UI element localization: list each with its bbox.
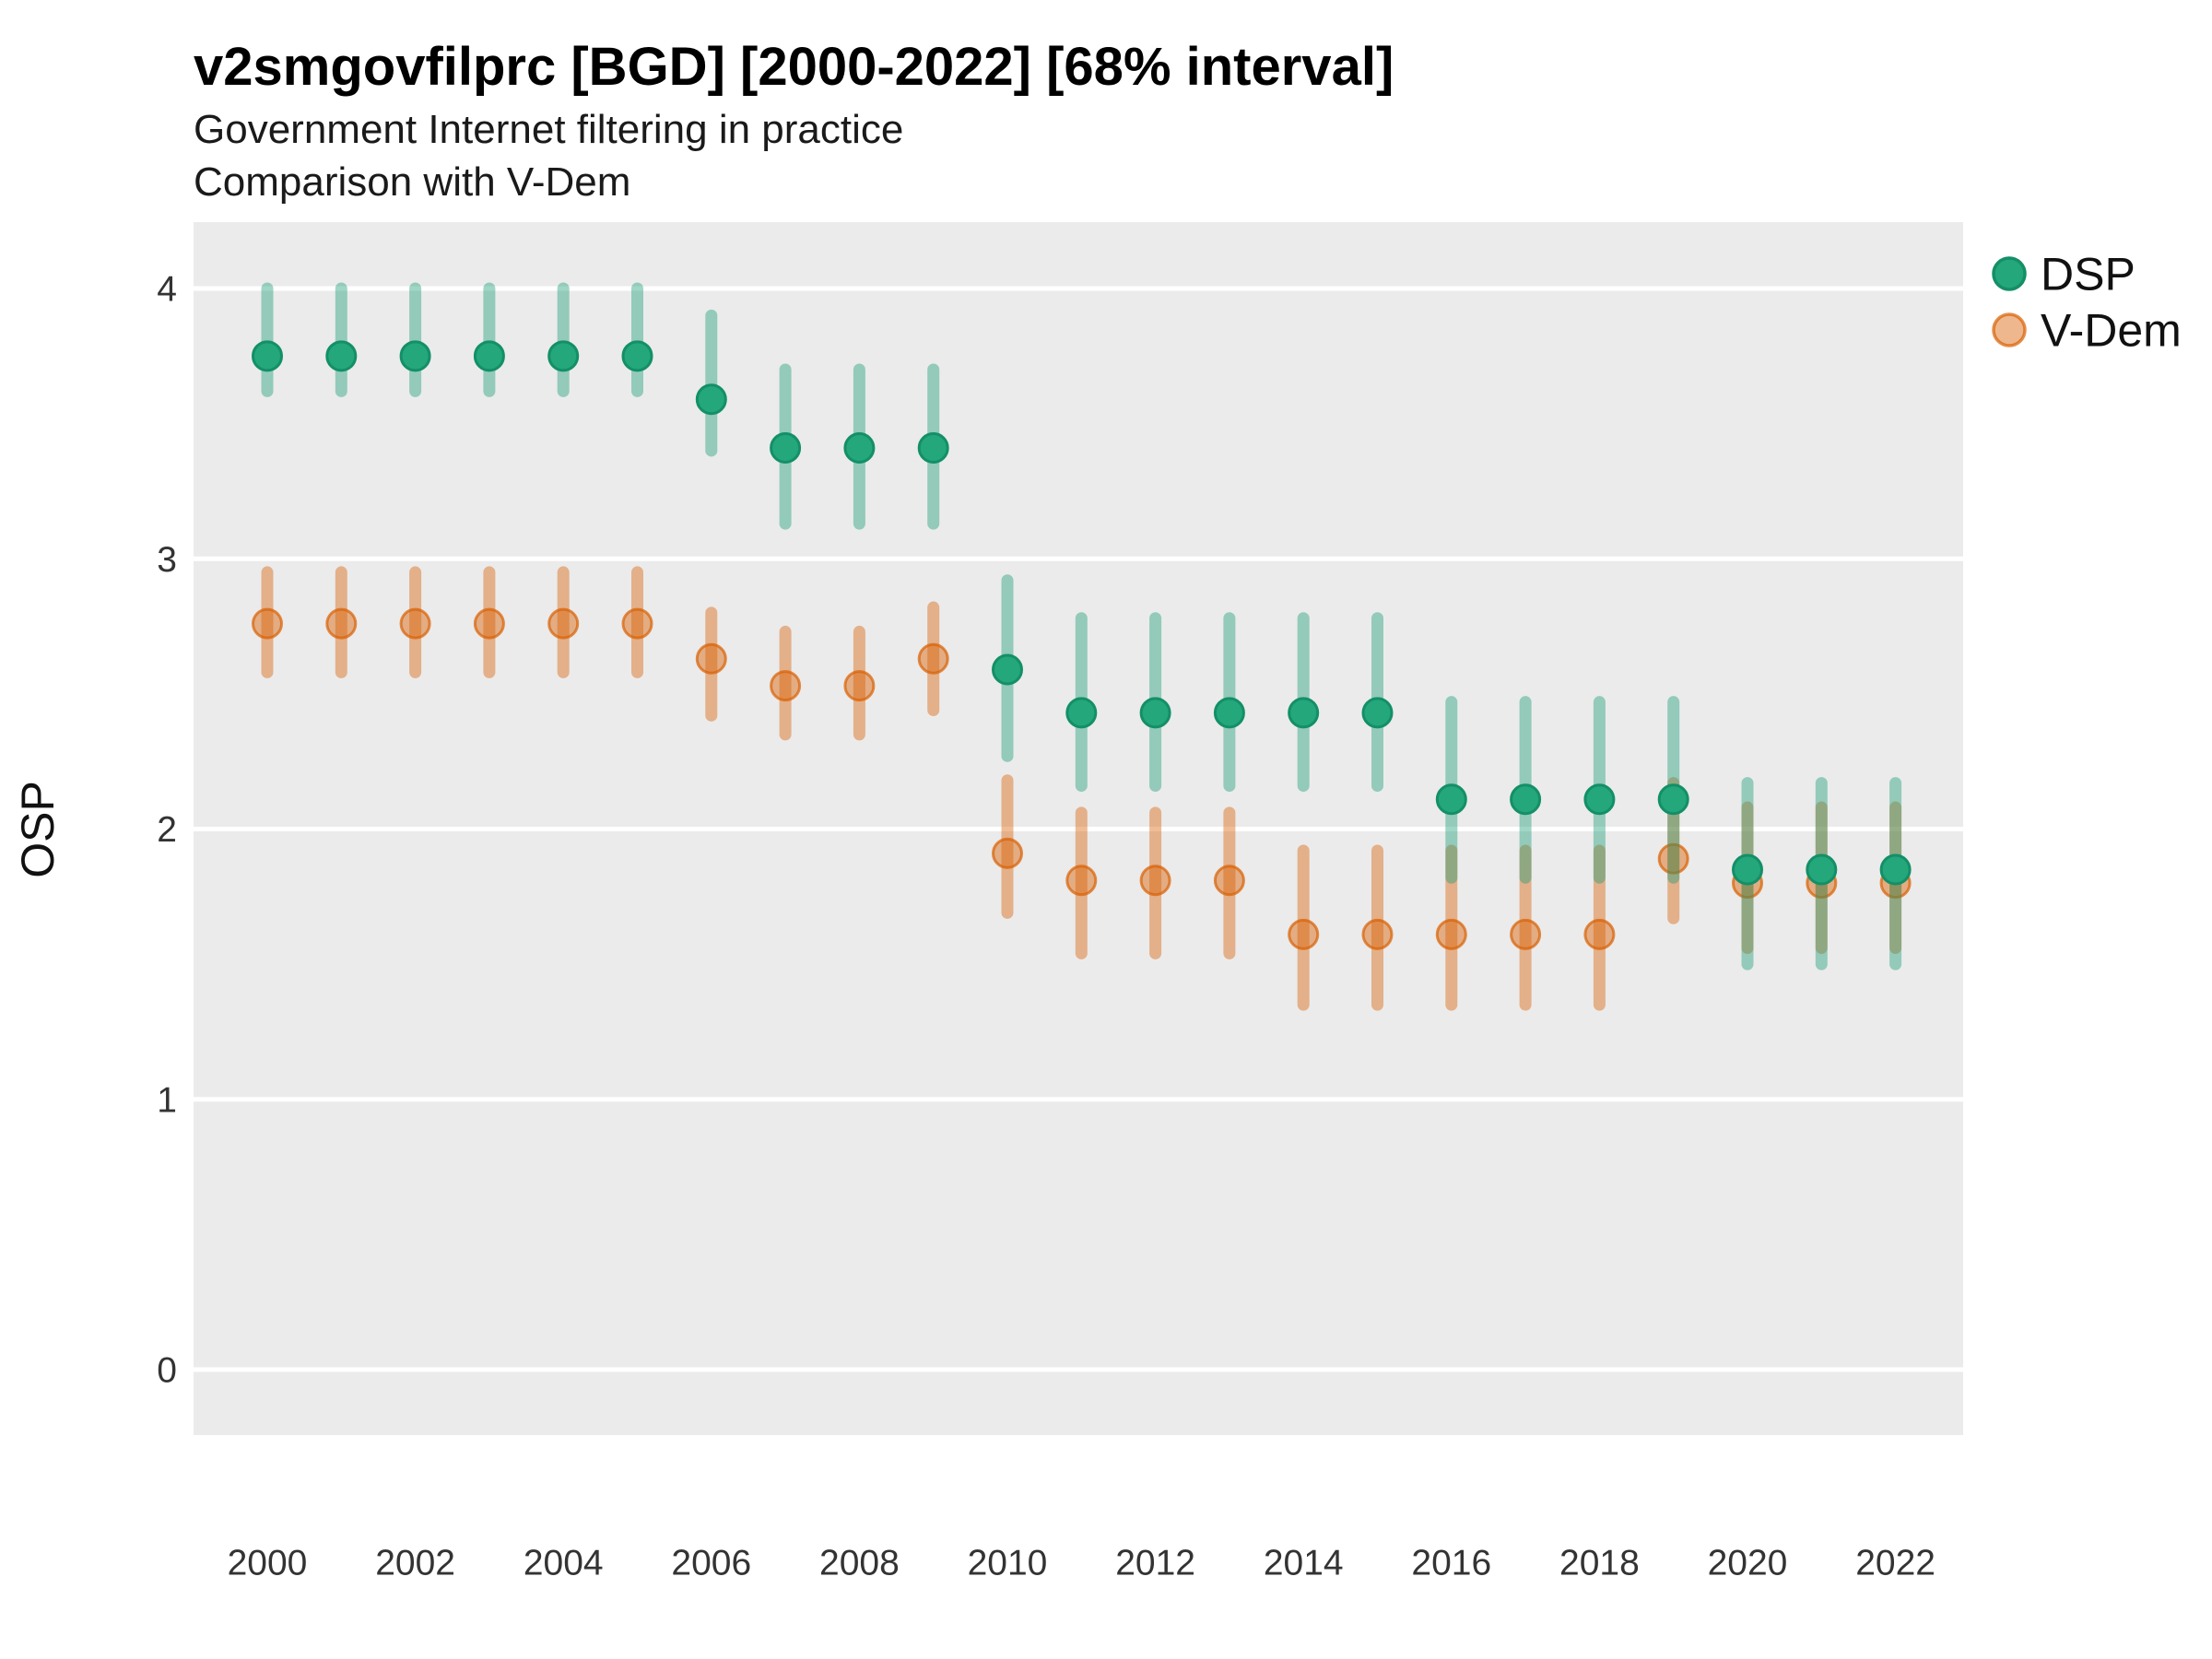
v-dem-point-2014 xyxy=(1288,918,1320,950)
dsp-point-2022 xyxy=(1879,853,1912,886)
legend-marker-dsp-icon xyxy=(1992,256,2027,291)
dsp-point-2019 xyxy=(1657,783,1689,816)
chart-subtitle-line2: Comparison with V-Dem xyxy=(194,159,630,205)
dsp-point-2018 xyxy=(1583,783,1616,816)
v-dem-point-2016 xyxy=(1435,918,1467,950)
v-dem-point-2011 xyxy=(1065,865,1098,897)
v-dem-point-2006 xyxy=(695,642,727,675)
x-tick-label-2000: 2000 xyxy=(228,1544,308,1583)
x-tick-label-2004: 2004 xyxy=(524,1544,604,1583)
v-dem-point-2010 xyxy=(992,837,1023,869)
gridlines xyxy=(194,286,1963,1372)
x-tick-label-2020: 2020 xyxy=(1708,1544,1788,1583)
dsp-point-2021 xyxy=(1806,853,1838,886)
x-tick-label-2008: 2008 xyxy=(819,1544,900,1583)
v-dem-point-2005 xyxy=(621,607,653,640)
v-dem-point-2015 xyxy=(1361,918,1394,950)
dsp-point-2008 xyxy=(843,432,876,465)
v-dem-point-2017 xyxy=(1510,918,1542,950)
legend-label-v-dem: V-Dem xyxy=(2041,305,2182,357)
dsp-point-2007 xyxy=(770,432,802,465)
y-tick-label-2: 2 xyxy=(157,810,177,850)
chart-subtitle-line1: Government Internet filtering in practic… xyxy=(194,107,903,152)
v-dem-point-2007 xyxy=(770,670,802,702)
x-tick-label-2002: 2002 xyxy=(375,1544,455,1583)
v-dem-point-2019 xyxy=(1657,842,1689,875)
dsp-point-2011 xyxy=(1065,697,1098,729)
v-dem-point-2004 xyxy=(547,607,580,640)
v-dem-point-2003 xyxy=(473,607,505,640)
x-tick-label-2010: 2010 xyxy=(968,1544,1048,1583)
dsp-point-2002 xyxy=(399,340,431,372)
dsp-point-2005 xyxy=(621,340,653,372)
x-tick-label-2012: 2012 xyxy=(1115,1544,1195,1583)
y-axis-title: OSP xyxy=(12,781,64,878)
v-dem-point-2013 xyxy=(1213,865,1245,897)
y-tick-label-3: 3 xyxy=(157,540,177,580)
dsp-point-2010 xyxy=(992,653,1023,686)
dsp-point-2006 xyxy=(695,383,727,416)
dsp-point-2009 xyxy=(917,432,949,465)
x-tick-label-2018: 2018 xyxy=(1559,1544,1640,1583)
y-tick-label-4: 4 xyxy=(157,270,177,310)
y-tick-label-1: 1 xyxy=(157,1080,177,1120)
v-dem-point-2018 xyxy=(1583,918,1616,950)
v-dem-point-2012 xyxy=(1139,865,1171,897)
y-tick-label-0: 0 xyxy=(157,1351,177,1391)
chart-title: v2smgovfilprc [BGD] [2000-2022] [68% int… xyxy=(194,37,1394,97)
v-dem-point-2002 xyxy=(399,607,431,640)
dsp-point-2015 xyxy=(1361,697,1394,729)
x-tick-label-2006: 2006 xyxy=(671,1544,751,1583)
series-dsp xyxy=(252,282,1912,971)
v-dem-point-2000 xyxy=(252,607,283,640)
data-series xyxy=(252,282,1912,1011)
dsp-point-2001 xyxy=(325,340,358,372)
x-tick-label-2016: 2016 xyxy=(1411,1544,1491,1583)
dsp-point-2013 xyxy=(1213,697,1245,729)
dsp-point-2020 xyxy=(1732,853,1763,886)
v-dem-point-2001 xyxy=(325,607,358,640)
dsp-point-2012 xyxy=(1139,697,1171,729)
dsp-point-2014 xyxy=(1288,697,1320,729)
dsp-point-2016 xyxy=(1435,783,1467,816)
x-tick-label-2014: 2014 xyxy=(1264,1544,1344,1583)
legend-marker-v-dem-icon xyxy=(1992,312,2027,347)
legend-label-dsp: DSP xyxy=(2041,249,2136,300)
dsp-point-2003 xyxy=(473,340,505,372)
y-axis-tick-labels: 4 3 2 1 0 xyxy=(157,270,177,1391)
dsp-point-2000 xyxy=(252,340,283,372)
x-axis-tick-labels: 2000 2002 2004 2006 2008 2010 2012 2014 2016 2018… xyxy=(228,1544,1936,1583)
v-dem-point-2009 xyxy=(917,642,949,675)
x-tick-label-2022: 2022 xyxy=(1855,1544,1936,1583)
dsp-point-2004 xyxy=(547,340,580,372)
v-dem-point-2008 xyxy=(843,670,876,702)
dsp-point-2017 xyxy=(1510,783,1542,816)
